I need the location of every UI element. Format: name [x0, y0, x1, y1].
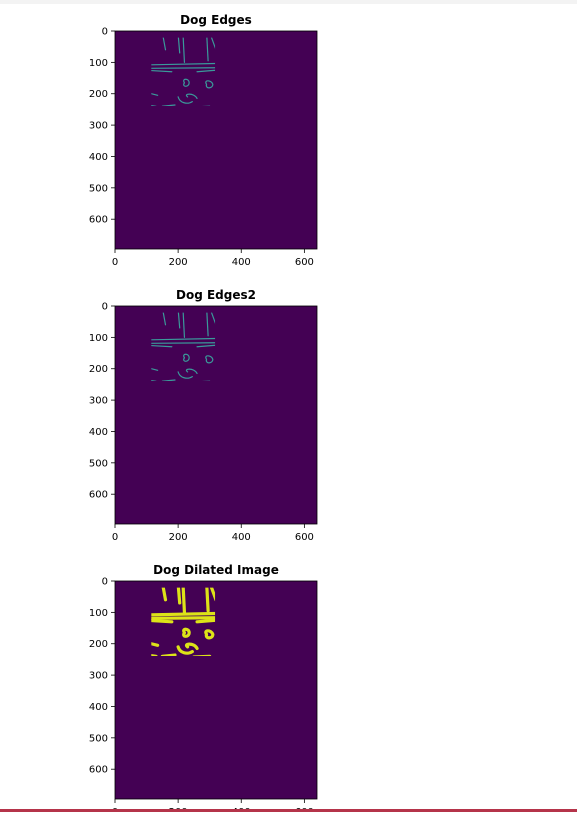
y-tick-label: 500 — [89, 458, 108, 469]
y-tick-label: 300 — [89, 396, 108, 407]
chart-panel-dog-edges2: Dog Edges2 0 100 200 300 400 500 600 0 200 400 600 — [0, 285, 577, 560]
x-tick-label: 0 — [112, 532, 118, 543]
chart-svg: Dog Edges 0 100 200 300 400 500 600 0 200 400 600 — [0, 10, 577, 285]
y-tick-label: 0 — [102, 577, 108, 588]
x-tick-label: 0 — [112, 257, 118, 268]
y-tick-label: 600 — [89, 215, 108, 226]
y-tick-label: 200 — [89, 89, 108, 100]
image-background — [115, 306, 317, 524]
chart-title: Dog Edges — [180, 13, 252, 27]
y-tick-label: 0 — [102, 27, 108, 38]
y-tick-label: 100 — [89, 608, 108, 619]
x-tick-label: 200 — [169, 257, 188, 268]
y-tick-label: 100 — [89, 333, 108, 344]
chart-svg: Dog Dilated Image01002003004005006000200… — [0, 560, 577, 810]
y-tick-label: 400 — [89, 427, 108, 438]
y-tick-label: 100 — [89, 58, 108, 69]
top-bar — [0, 0, 577, 4]
x-tick-label: 600 — [295, 257, 314, 268]
x-tick-label: 400 — [232, 532, 251, 543]
y-tick-label: 500 — [89, 183, 108, 194]
y-tick-label: 300 — [89, 121, 108, 132]
chart-title: Dog Edges2 — [176, 288, 256, 302]
image-background — [115, 31, 317, 249]
y-tick-label: 200 — [89, 639, 108, 650]
x-tick-label: 200 — [169, 532, 188, 543]
y-tick-label: 0 — [102, 302, 108, 313]
x-tick-label: 600 — [295, 532, 314, 543]
edge-stroke — [151, 644, 157, 646]
y-tick-label: 300 — [89, 671, 108, 682]
y-tick-label: 400 — [89, 702, 108, 713]
y-tick-label: 600 — [89, 765, 108, 776]
chart-svg: Dog Edges2 0 100 200 300 400 500 600 0 200 400 600 — [0, 285, 577, 560]
y-tick-label: 500 — [89, 733, 108, 744]
chart-panel-dog-edges: Dog Edges 0 100 200 300 400 500 600 0 200 400 600 — [0, 10, 577, 285]
image-background — [115, 581, 317, 799]
x-tick-label: 400 — [232, 257, 251, 268]
y-tick-label: 200 — [89, 364, 108, 375]
edge-stroke — [197, 620, 216, 622]
chart-panel-dog-dilated: Dog Dilated Image01002003004005006000200… — [0, 560, 577, 835]
chart-title: Dog Dilated Image — [153, 563, 279, 577]
y-tick-label: 400 — [89, 152, 108, 163]
y-tick-label: 600 — [89, 490, 108, 501]
